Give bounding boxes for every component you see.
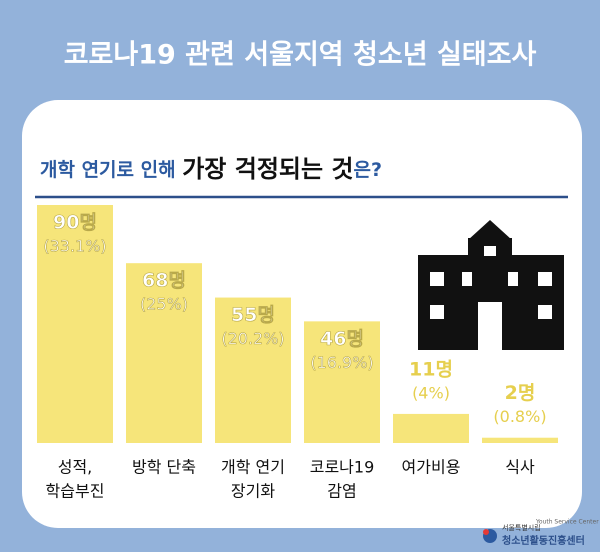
category-label: 여가비용 bbox=[402, 458, 461, 477]
question-part: 개학 연기로 인해 bbox=[40, 159, 182, 181]
bar bbox=[393, 413, 469, 443]
category-label: 개학 연기 bbox=[221, 458, 285, 477]
title: 코로나19 관련 서울지역 청소년 실태조사 bbox=[64, 40, 537, 71]
bar bbox=[37, 205, 113, 443]
bar bbox=[215, 297, 291, 443]
percent-label: (16.9%) bbox=[310, 353, 373, 372]
category-label: 식사 bbox=[505, 458, 535, 477]
footer-name: 청소년활동진흥센터 bbox=[502, 534, 585, 547]
value-label: 46명 bbox=[320, 328, 364, 350]
value-label: 11명 bbox=[409, 358, 453, 380]
question-part: 은? bbox=[354, 159, 383, 181]
category-label: 코로나19 bbox=[310, 458, 375, 477]
footer-english: Youth Service Center bbox=[535, 519, 599, 526]
percent-label: (25%) bbox=[140, 295, 188, 314]
question: 개학 연기로 인해 가장 걱정되는 것은? bbox=[40, 155, 382, 183]
percent-label: (0.8%) bbox=[493, 407, 546, 426]
category-label: 방학 단축 bbox=[132, 458, 196, 477]
category-label: 성적, bbox=[58, 458, 93, 477]
value-label: 68명 bbox=[142, 270, 186, 292]
category-label: 장기화 bbox=[231, 482, 275, 501]
percent-label: (33.1%) bbox=[43, 237, 106, 256]
logo-mark bbox=[483, 529, 489, 535]
percent-label: (20.2%) bbox=[221, 329, 284, 348]
question-part: 가장 걱정되는 것 bbox=[182, 155, 353, 183]
category-label: 학습부진 bbox=[46, 482, 105, 501]
percent-label: (4%) bbox=[412, 383, 450, 402]
bar bbox=[126, 263, 202, 443]
bar bbox=[304, 321, 380, 443]
school-icon bbox=[418, 220, 564, 350]
value-label: 2명 bbox=[505, 382, 536, 404]
value-label: 55명 bbox=[231, 304, 275, 326]
category-label: 감염 bbox=[327, 482, 356, 501]
footer-org: 서울특별시립 bbox=[502, 523, 541, 532]
bar bbox=[482, 437, 558, 443]
value-label: 90명 bbox=[53, 212, 97, 234]
